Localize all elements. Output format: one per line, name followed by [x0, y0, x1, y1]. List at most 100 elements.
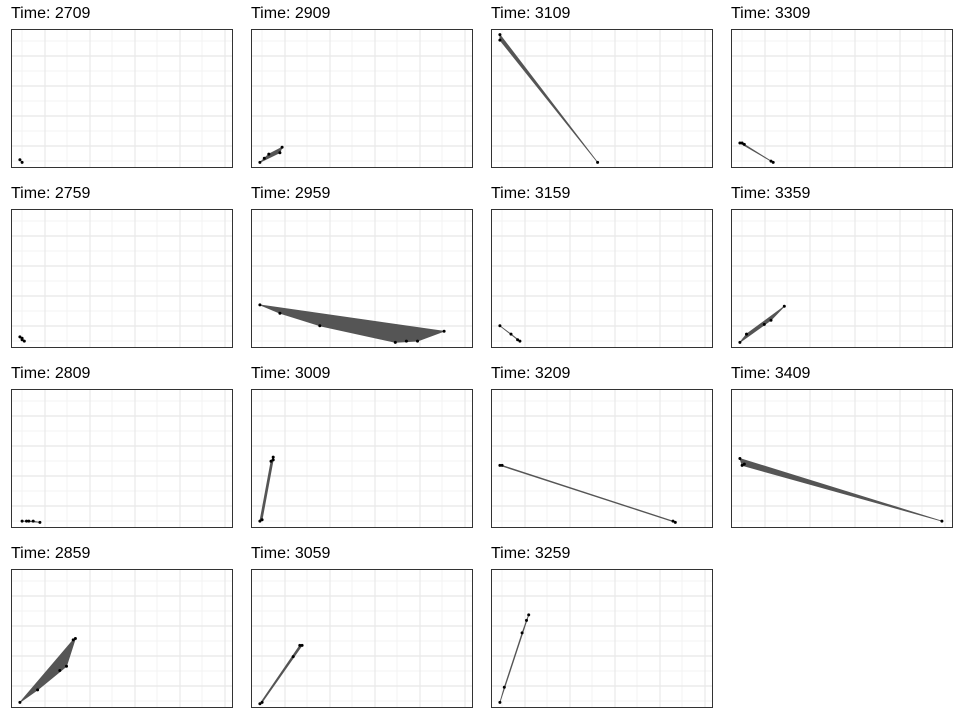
data-point	[22, 339, 26, 343]
data-point	[771, 160, 775, 164]
data-point	[20, 160, 24, 164]
data-point	[740, 141, 744, 145]
facet-title: Time: 3159	[491, 185, 571, 202]
data-point	[742, 142, 746, 146]
convex-hull	[259, 146, 283, 163]
data-point	[71, 638, 75, 642]
data-point	[38, 520, 42, 524]
panel-border	[491, 389, 713, 528]
facet-plot	[251, 569, 473, 708]
facet-title: Time: 3009	[251, 365, 331, 382]
facet-plot	[731, 389, 953, 528]
data-point	[18, 335, 22, 339]
facet-plot	[491, 209, 713, 348]
data-point	[262, 156, 266, 160]
data-point	[260, 518, 264, 522]
data-point	[500, 463, 504, 467]
data-point	[258, 303, 262, 307]
facet-plot	[491, 29, 713, 168]
facet-plot	[491, 389, 713, 528]
data-point	[498, 38, 502, 42]
data-point	[393, 340, 397, 344]
facet-title: Time: 2859	[11, 545, 91, 562]
data-point	[300, 643, 304, 647]
data-point	[404, 339, 408, 343]
data-point	[498, 463, 502, 467]
panel-border	[491, 29, 713, 168]
panel-border	[491, 569, 713, 708]
facet-plot	[11, 209, 233, 348]
data-point	[762, 322, 766, 326]
data-point	[525, 618, 528, 622]
data-point	[498, 324, 502, 328]
data-point	[27, 519, 31, 523]
convex-hull	[499, 614, 530, 703]
data-point	[518, 339, 522, 343]
convex-hull	[499, 34, 598, 163]
panel-border	[491, 209, 713, 348]
panel-border	[731, 29, 953, 168]
facet-title: Time: 2909	[251, 5, 331, 22]
data-point	[31, 519, 35, 523]
data-point	[280, 145, 284, 149]
facet-plot	[491, 569, 713, 708]
data-point	[769, 318, 773, 322]
panel-border	[11, 569, 233, 708]
facet-title: Time: 3059	[251, 545, 331, 562]
data-point	[278, 311, 282, 315]
facet-title: Time: 2959	[251, 185, 331, 202]
data-point	[25, 519, 28, 523]
panel-border	[11, 389, 233, 528]
panel-border	[251, 389, 473, 528]
facet-plot	[251, 29, 473, 168]
facet-title: Time: 3109	[491, 5, 571, 22]
data-point	[738, 340, 742, 344]
facet-title: Time: 3209	[491, 365, 571, 382]
facet-title: Time: 3359	[731, 185, 811, 202]
data-point	[18, 700, 22, 704]
facet-plot	[251, 209, 473, 348]
facet-title: Time: 2709	[11, 5, 91, 22]
panel-border	[251, 209, 473, 348]
panel-border	[251, 569, 473, 708]
data-point	[267, 152, 271, 156]
convex-hull	[259, 645, 303, 705]
data-point	[258, 702, 262, 706]
facet-title: Time: 3409	[731, 365, 811, 382]
data-point	[527, 613, 531, 617]
data-point	[769, 159, 773, 163]
data-point	[671, 519, 675, 523]
data-point	[516, 338, 520, 342]
convex-hull	[499, 465, 676, 523]
data-point	[73, 637, 77, 640]
data-point	[742, 462, 746, 466]
data-point	[258, 160, 262, 164]
facet-title: Time: 2809	[11, 365, 91, 382]
data-point	[498, 33, 502, 37]
data-point	[58, 669, 62, 672]
data-point	[498, 700, 502, 704]
data-point	[738, 457, 742, 460]
data-point	[520, 631, 524, 635]
data-point	[258, 519, 262, 523]
data-point	[298, 643, 302, 647]
panel-border	[731, 209, 953, 348]
facet-plot	[731, 209, 953, 348]
data-point	[278, 151, 282, 155]
data-point	[20, 519, 24, 523]
data-point	[260, 700, 264, 704]
data-point	[271, 455, 275, 459]
data-point	[782, 304, 786, 308]
panel-border	[731, 389, 953, 528]
data-point	[738, 141, 742, 145]
data-point	[740, 463, 744, 467]
facet-plot	[11, 29, 233, 168]
panel-border	[11, 209, 233, 348]
panel-border	[251, 29, 473, 168]
data-point	[318, 324, 322, 328]
data-point	[269, 459, 273, 463]
data-point	[745, 332, 748, 336]
convex-hull	[739, 458, 943, 522]
data-point	[442, 329, 446, 333]
data-point	[940, 519, 944, 523]
